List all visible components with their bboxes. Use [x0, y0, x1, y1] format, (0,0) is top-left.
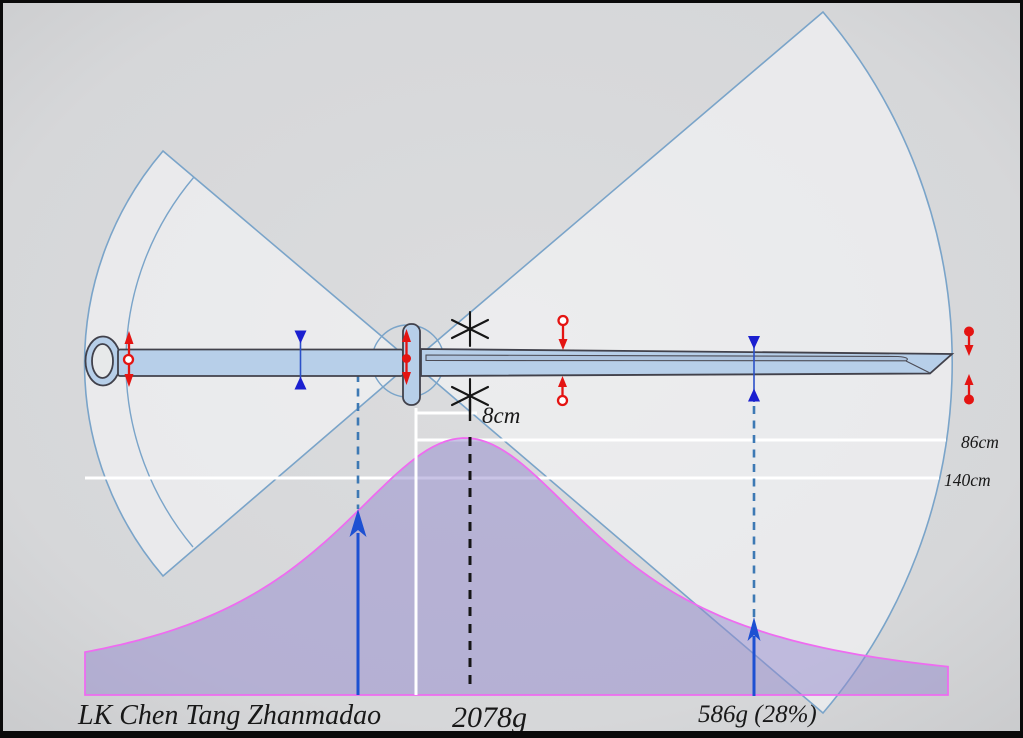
blade-fuller: [425, 354, 908, 362]
total-mass-label: 2078g: [452, 701, 527, 734]
asterisk-markers: [450, 310, 490, 415]
node-marker-guard: [402, 329, 411, 385]
arrowhead-up-icon: [349, 509, 367, 537]
node-open-circle: [122, 353, 135, 366]
pivot-marker-handle: [294, 330, 307, 390]
node-marker-midblade: [556, 314, 569, 407]
pivot-projection-right: [747, 406, 761, 696]
triangle-up-icon: [748, 388, 760, 402]
arrow-up-icon: [402, 329, 411, 342]
pivot-point-markers: [294, 330, 760, 402]
node-dot: [964, 394, 974, 405]
triangle-up-icon: [294, 376, 307, 390]
arrow-up-icon: [124, 331, 134, 344]
vibration-node-markers: [122, 314, 974, 407]
arrow-up-icon: [558, 376, 567, 387]
arrow-down-icon: [964, 345, 974, 356]
effective-mass-label: 586g (28%): [698, 701, 817, 728]
node-open-circle: [556, 394, 569, 407]
node-marker-pommel: [122, 331, 135, 387]
pivot-marker-blade: [748, 336, 760, 402]
arrow-down-icon: [558, 339, 568, 350]
arrow-down-icon: [402, 372, 411, 385]
tip-bevel-line: [905, 360, 931, 374]
pivot-projection-left: [349, 374, 367, 695]
node-open-circle: [557, 314, 569, 327]
total-reach-label: 140cm: [944, 470, 991, 490]
labels: 8cm 86cm 140cm LK Chen Tang Zhanmadao 20…: [77, 403, 999, 734]
node-offset-label: 8cm: [482, 403, 520, 428]
ring-pommel-hole: [91, 343, 114, 379]
triangle-down-icon: [294, 330, 307, 344]
triangle-down-icon: [748, 336, 760, 349]
node-dot: [964, 326, 974, 337]
arrow-up-icon: [964, 374, 974, 385]
asterisk-icon: [450, 310, 490, 348]
arrowhead-up-icon: [747, 617, 761, 641]
arrow-down-icon: [124, 374, 134, 387]
blade-reach-label: 86cm: [961, 432, 999, 452]
node-dot: [402, 354, 411, 363]
blade: [420, 348, 955, 377]
sword: [84, 323, 955, 406]
mass-distribution-curve: [84, 437, 949, 696]
sword-name-label: LK Chen Tang Zhanmadao: [77, 700, 381, 731]
node-marker-tip: [964, 326, 974, 405]
handle: [117, 348, 404, 377]
asterisk-icon: [450, 377, 490, 415]
